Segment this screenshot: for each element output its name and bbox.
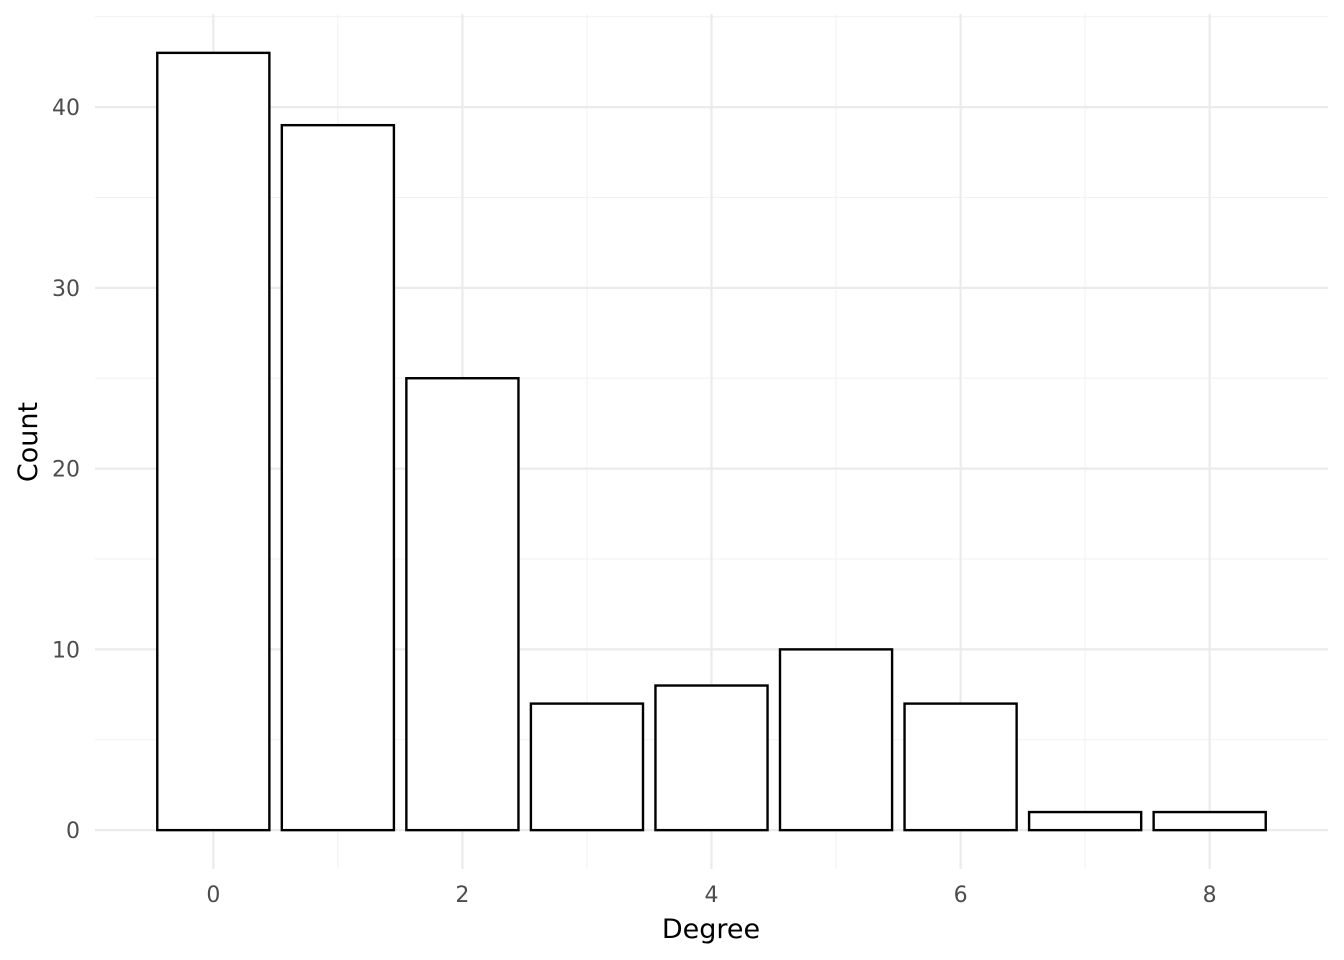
bar-degree-7 — [1027, 810, 1143, 832]
bar-degree-6 — [903, 702, 1018, 832]
y-tick-label: 20 — [52, 458, 80, 483]
bar-degree-0 — [156, 51, 271, 832]
x-tick-label: 6 — [954, 883, 968, 908]
bars — [156, 51, 1267, 832]
bar-degree-5 — [778, 648, 894, 832]
x-tick-label: 2 — [455, 883, 469, 908]
x-tick-label: 0 — [206, 883, 220, 908]
y-tick-label: 10 — [52, 638, 80, 663]
y-tick-label: 40 — [52, 96, 80, 121]
y-tick-label: 0 — [66, 819, 80, 844]
bar-degree-2 — [405, 377, 520, 832]
x-tick-label: 8 — [1203, 883, 1217, 908]
bar-degree-8 — [1152, 810, 1267, 832]
y-axis-title: Count — [13, 402, 44, 482]
x-axis-title: Degree — [662, 914, 760, 945]
y-axis-ticks: 0 10 20 30 40 — [52, 96, 80, 844]
bar-degree-4 — [654, 684, 769, 832]
x-tick-label: 4 — [705, 883, 719, 908]
x-axis-ticks: 0 2 4 6 8 — [206, 883, 1216, 908]
y-tick-label: 30 — [52, 277, 80, 302]
bar-degree-1 — [280, 123, 396, 832]
bar-degree-3 — [529, 702, 645, 832]
